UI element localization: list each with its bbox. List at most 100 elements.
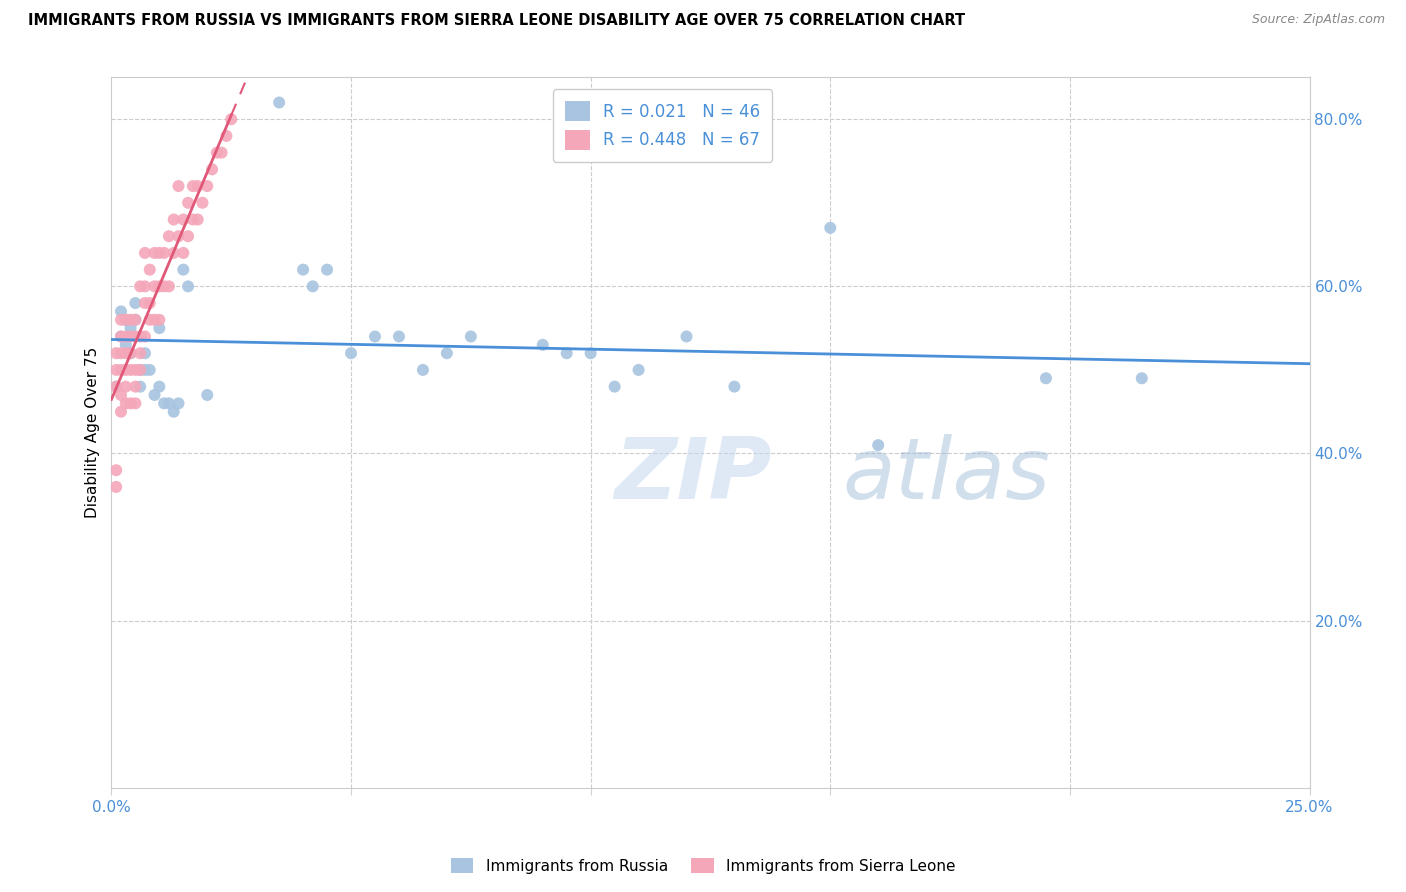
Point	[105, 463, 128, 477]
Point	[555, 346, 578, 360]
Point	[105, 379, 128, 393]
Point	[364, 329, 387, 343]
Point	[120, 346, 142, 360]
Point	[1130, 371, 1153, 385]
Point	[134, 279, 156, 293]
Point	[114, 379, 136, 393]
Point	[120, 329, 142, 343]
Point	[177, 195, 200, 210]
Point	[139, 262, 162, 277]
Point	[436, 346, 458, 360]
Point	[110, 388, 132, 402]
Point	[124, 313, 146, 327]
Point	[129, 363, 152, 377]
Legend: Immigrants from Russia, Immigrants from Sierra Leone: Immigrants from Russia, Immigrants from …	[444, 852, 962, 880]
Point	[148, 321, 170, 335]
Point	[143, 279, 166, 293]
Point	[1035, 371, 1057, 385]
Point	[129, 279, 152, 293]
Point	[110, 405, 132, 419]
Point	[110, 304, 132, 318]
Point	[114, 363, 136, 377]
Point	[114, 313, 136, 327]
Point	[110, 329, 132, 343]
Point	[114, 396, 136, 410]
Point	[412, 363, 434, 377]
Text: ZIP: ZIP	[614, 434, 772, 516]
Point	[153, 396, 176, 410]
Point	[124, 396, 146, 410]
Point	[124, 313, 146, 327]
Point	[723, 379, 745, 393]
Point	[124, 329, 146, 343]
Point	[139, 363, 162, 377]
Point	[340, 346, 363, 360]
Point	[110, 346, 132, 360]
Point	[292, 262, 315, 277]
Point	[157, 396, 180, 410]
Point	[172, 262, 194, 277]
Point	[129, 379, 152, 393]
Point	[167, 229, 190, 244]
Point	[134, 363, 156, 377]
Point	[129, 346, 152, 360]
Point	[163, 405, 186, 419]
Point	[124, 296, 146, 310]
Point	[531, 338, 554, 352]
Text: IMMIGRANTS FROM RUSSIA VS IMMIGRANTS FROM SIERRA LEONE DISABILITY AGE OVER 75 CO: IMMIGRANTS FROM RUSSIA VS IMMIGRANTS FRO…	[28, 13, 966, 29]
Point	[167, 179, 190, 194]
Point	[110, 313, 132, 327]
Y-axis label: Disability Age Over 75: Disability Age Over 75	[86, 347, 100, 518]
Point	[868, 438, 890, 452]
Point	[105, 346, 128, 360]
Point	[114, 346, 136, 360]
Point	[211, 145, 233, 160]
Point	[163, 246, 186, 260]
Point	[172, 212, 194, 227]
Text: atlas: atlas	[842, 434, 1050, 516]
Point	[167, 396, 190, 410]
Point	[143, 246, 166, 260]
Point	[181, 179, 204, 194]
Point	[148, 279, 170, 293]
Point	[460, 329, 482, 343]
Point	[105, 379, 128, 393]
Point	[191, 195, 214, 210]
Point	[163, 212, 186, 227]
Point	[172, 246, 194, 260]
Point	[105, 363, 128, 377]
Point	[215, 128, 238, 143]
Point	[603, 379, 626, 393]
Point	[134, 346, 156, 360]
Point	[675, 329, 697, 343]
Point	[139, 296, 162, 310]
Point	[195, 388, 218, 402]
Point	[148, 246, 170, 260]
Point	[114, 338, 136, 352]
Point	[134, 246, 156, 260]
Point	[139, 313, 162, 327]
Point	[114, 313, 136, 327]
Point	[153, 246, 176, 260]
Point	[148, 313, 170, 327]
Point	[134, 329, 156, 343]
Point	[124, 379, 146, 393]
Point	[157, 279, 180, 293]
Point	[157, 229, 180, 244]
Point	[269, 95, 291, 110]
Point	[388, 329, 411, 343]
Point	[134, 296, 156, 310]
Point	[181, 212, 204, 227]
Point	[143, 388, 166, 402]
Point	[120, 321, 142, 335]
Point	[820, 220, 842, 235]
Point	[205, 145, 228, 160]
Point	[114, 313, 136, 327]
Legend: R = 0.021   N = 46, R = 0.448   N = 67: R = 0.021 N = 46, R = 0.448 N = 67	[553, 89, 772, 161]
Point	[316, 262, 339, 277]
Point	[114, 329, 136, 343]
Point	[177, 229, 200, 244]
Point	[110, 363, 132, 377]
Point	[129, 363, 152, 377]
Point	[201, 162, 224, 177]
